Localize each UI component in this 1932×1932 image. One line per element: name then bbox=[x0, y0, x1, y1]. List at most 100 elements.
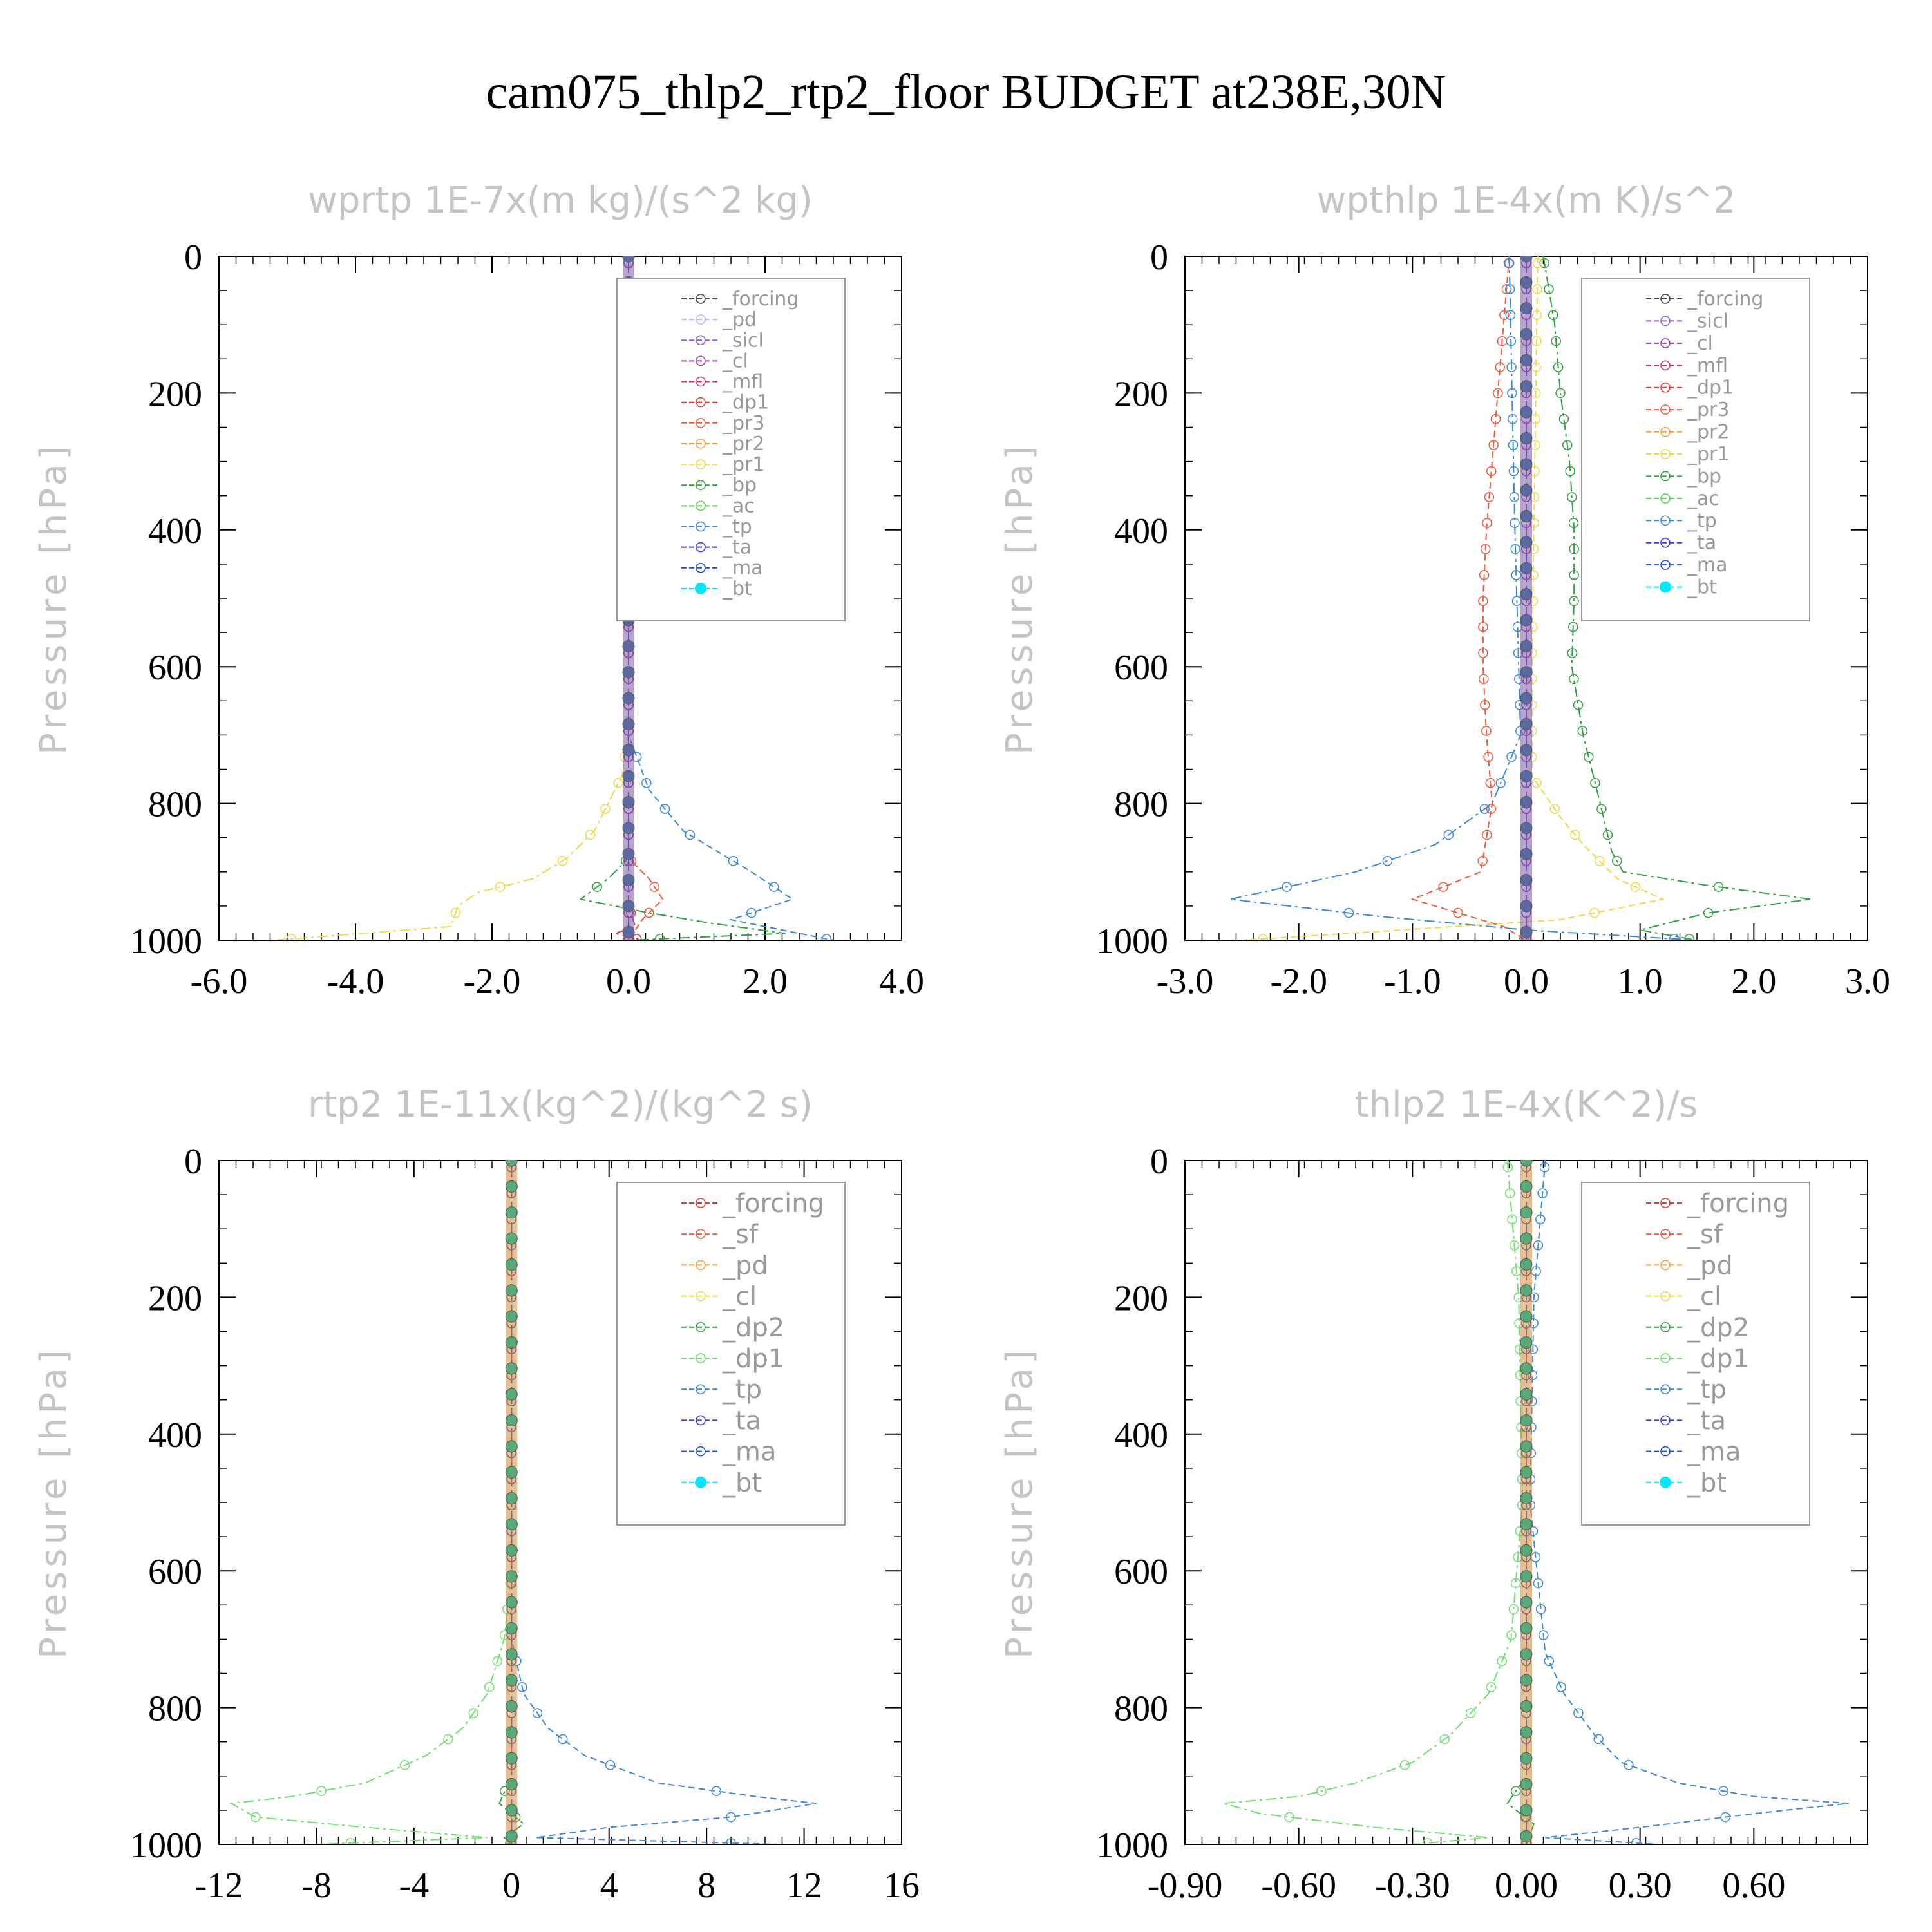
legend-swatch-marker bbox=[1660, 404, 1671, 415]
bt-marker bbox=[505, 1258, 518, 1271]
series-marker bbox=[468, 1708, 478, 1718]
legend-item: _tp bbox=[681, 515, 752, 538]
legend-swatch-marker bbox=[695, 582, 706, 594]
y-tick-label: 1000 bbox=[1096, 1826, 1168, 1866]
legend-swatch-marker bbox=[696, 1229, 706, 1239]
legend-label: _bt bbox=[722, 1468, 762, 1498]
legend-item: _pr3 bbox=[1646, 399, 1729, 421]
series-marker bbox=[1505, 1188, 1515, 1198]
series-marker bbox=[1479, 804, 1490, 814]
bt-marker bbox=[505, 1492, 518, 1505]
series-marker bbox=[1506, 362, 1517, 372]
legend-item: _cl bbox=[1646, 1282, 1721, 1312]
legend-item: _mfl bbox=[1646, 354, 1728, 377]
series-marker bbox=[1568, 518, 1579, 528]
legend-label: _ta bbox=[1687, 532, 1716, 554]
legend-label: _pr3 bbox=[1687, 399, 1729, 421]
series-marker bbox=[443, 1734, 453, 1745]
series-marker bbox=[1486, 804, 1497, 814]
legend-label: _cl bbox=[1687, 332, 1713, 355]
series-marker bbox=[1544, 1656, 1555, 1667]
legend-swatch-marker bbox=[1660, 493, 1671, 504]
bt-marker bbox=[505, 1752, 518, 1765]
x-tick-label: 0.60 bbox=[1722, 1866, 1785, 1906]
y-axis-label: Pressure [hPa] bbox=[33, 442, 75, 755]
legend-item: _ac bbox=[1646, 488, 1719, 510]
legend-label: _pr1 bbox=[722, 453, 764, 476]
series-marker bbox=[1509, 492, 1520, 502]
bt-marker bbox=[622, 717, 635, 730]
legend-label: _tp bbox=[1687, 509, 1717, 532]
series-marker bbox=[1595, 856, 1605, 866]
series-marker bbox=[1507, 388, 1517, 399]
series-marker bbox=[316, 1786, 327, 1796]
y-tick-label: 400 bbox=[148, 511, 202, 551]
series-marker bbox=[1453, 907, 1463, 918]
series-marker bbox=[557, 856, 568, 866]
series-marker bbox=[1531, 777, 1542, 788]
x-tick-label: -1.0 bbox=[1384, 961, 1441, 1001]
series-marker bbox=[1465, 1708, 1476, 1718]
legend-item: _tp bbox=[681, 1375, 762, 1405]
bt-marker bbox=[622, 925, 635, 938]
x-tick-label: 0.0 bbox=[1504, 961, 1549, 1001]
bt-marker bbox=[1520, 1284, 1533, 1297]
series-marker bbox=[1602, 829, 1613, 840]
series-marker bbox=[1258, 934, 1269, 940]
legend-swatch-marker bbox=[1660, 426, 1671, 437]
bt-marker bbox=[1520, 1388, 1533, 1401]
bt-marker bbox=[1520, 536, 1533, 549]
legend-box bbox=[616, 1182, 846, 1526]
legend-label: _ta bbox=[722, 536, 752, 559]
bt-marker bbox=[1520, 354, 1533, 366]
panel-title: rtp2 1E-11x(kg^2)/(kg^2 s) bbox=[308, 1084, 813, 1126]
legend-swatch-marker bbox=[696, 1198, 706, 1208]
series-marker bbox=[1481, 726, 1492, 736]
panel-3: rtp2 1E-11x(kg^2)/(kg^2 s) -12 -8 -4 0 4 8 12 16… bbox=[33, 1084, 920, 1906]
bt-marker bbox=[1520, 1206, 1533, 1219]
legend-item: _ac bbox=[681, 495, 755, 517]
series-marker bbox=[251, 1812, 261, 1823]
bt-marker bbox=[1520, 822, 1533, 835]
bt-marker bbox=[1520, 1544, 1533, 1557]
legend-item: _dp2 bbox=[1646, 1313, 1749, 1343]
series-marker bbox=[1703, 907, 1714, 918]
y-axis-label: Pressure [hPa] bbox=[999, 1346, 1041, 1659]
y-tick-label: 600 bbox=[1114, 648, 1168, 688]
x-tick-label: 0.00 bbox=[1495, 1866, 1558, 1906]
bt-marker bbox=[622, 874, 635, 887]
bt-marker bbox=[1520, 1830, 1533, 1842]
series-marker bbox=[1480, 544, 1491, 554]
y-tick-label: 0 bbox=[184, 238, 202, 278]
series-marker bbox=[1509, 1240, 1520, 1251]
legend-label: _ac bbox=[1687, 488, 1719, 510]
series-marker bbox=[1508, 414, 1518, 424]
legend-label: _pr2 bbox=[1687, 421, 1729, 444]
legend-label: _forcing bbox=[722, 1189, 824, 1218]
series-marker bbox=[1506, 1630, 1517, 1640]
legend-item: _pr2 bbox=[1646, 421, 1729, 444]
legend-item: _ma bbox=[681, 557, 763, 580]
legend-item: _cl bbox=[1646, 332, 1713, 355]
series-marker bbox=[1569, 570, 1579, 580]
legend-item: _cl bbox=[681, 1282, 757, 1312]
bt-marker bbox=[1520, 256, 1533, 263]
legend-swatch-marker bbox=[1660, 1260, 1671, 1271]
legend-label: _bp bbox=[722, 474, 757, 497]
series-marker bbox=[1549, 804, 1560, 814]
bt-marker bbox=[622, 770, 635, 782]
legend-swatch-marker bbox=[1660, 471, 1671, 482]
y-tick-label: 1000 bbox=[130, 1826, 202, 1866]
legend-item: _pd bbox=[681, 308, 757, 331]
x-tick-label: 0.30 bbox=[1609, 1866, 1672, 1906]
legend-swatch-marker bbox=[1660, 338, 1671, 348]
legend-item: _ma bbox=[1646, 554, 1728, 576]
legend-item: _ta bbox=[681, 1406, 761, 1435]
bt-marker bbox=[1520, 406, 1533, 419]
series-marker bbox=[1507, 1214, 1517, 1225]
bt-marker bbox=[1520, 1492, 1533, 1505]
y-tick-label: 0 bbox=[1150, 238, 1168, 278]
legend-item: _ma bbox=[681, 1437, 776, 1467]
legend-item: _pr1 bbox=[681, 453, 764, 476]
y-tick-label: 1000 bbox=[1096, 922, 1168, 961]
